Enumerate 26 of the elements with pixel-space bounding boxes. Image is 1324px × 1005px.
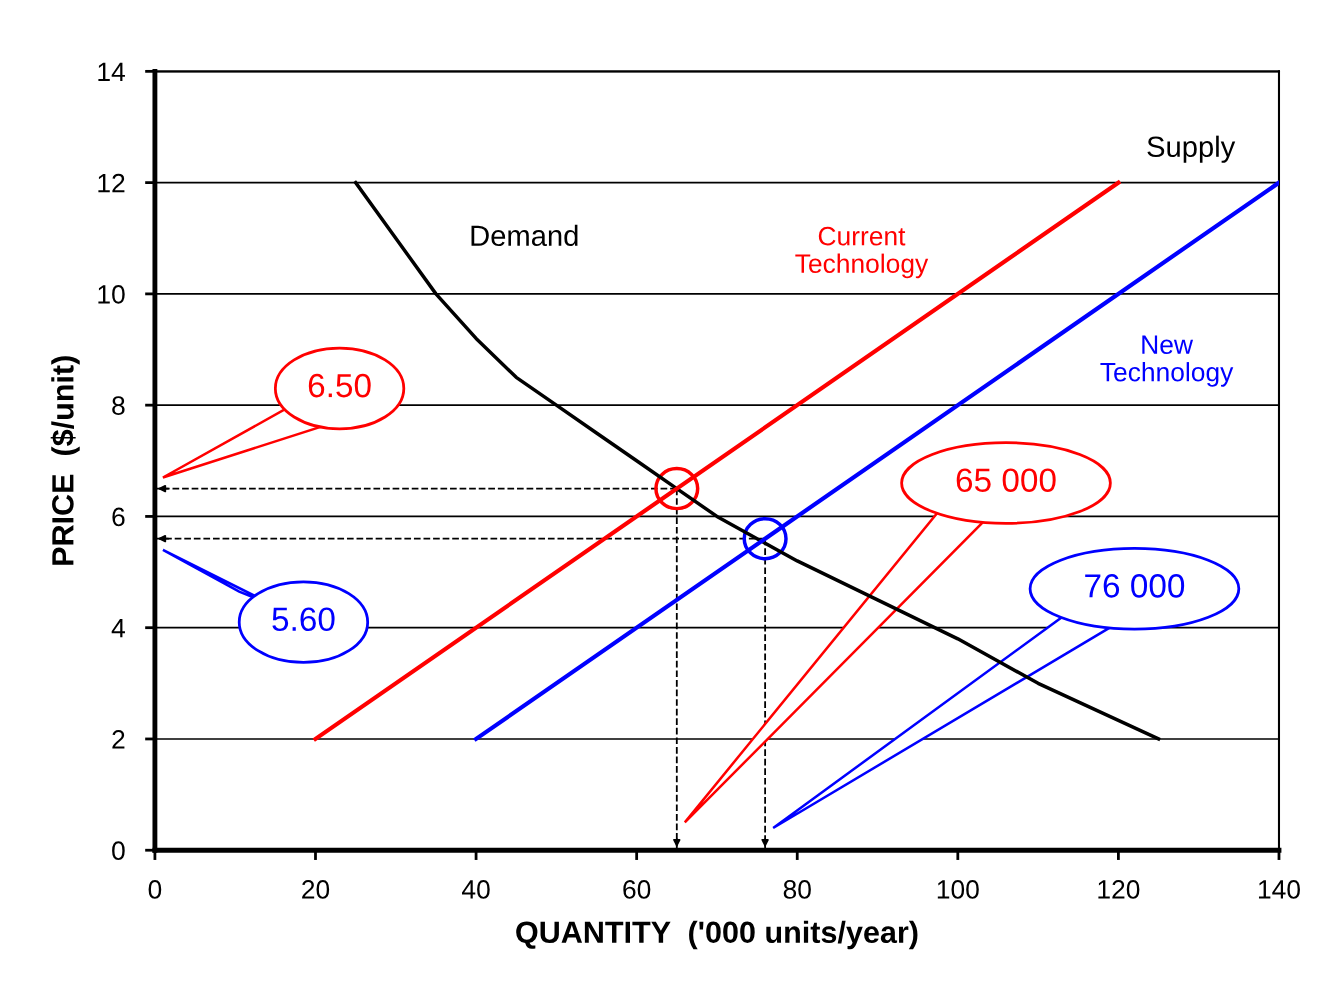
y-tick-label: 14: [98, 62, 125, 81]
x-tick-label: 80: [783, 880, 811, 899]
x-tick-label: 60: [623, 880, 651, 899]
y-axis-title: PRICE ($/unit): [50, 356, 80, 565]
x-axis-title: QUANTITY ('000 units/year): [516, 920, 918, 950]
annotation: 6.50: [308, 373, 371, 398]
x-tick-label: 100: [937, 880, 979, 899]
x-tick-label: 140: [1258, 880, 1300, 899]
y-tick-label: 6: [112, 507, 125, 527]
x-tick-label: 0: [148, 880, 162, 899]
annotation: Supply: [1147, 135, 1236, 163]
series-label: Current Technology: [795, 226, 929, 279]
x-tick-label: 120: [1098, 880, 1140, 899]
series-label: Demand: [471, 224, 578, 247]
annotation: 76 000: [1085, 574, 1185, 598]
annotation: 65 000: [956, 468, 1056, 492]
x-tick-label: 20: [302, 880, 330, 899]
y-tick-label: 12: [98, 173, 125, 193]
series-label: New Technology: [1100, 335, 1234, 387]
y-tick-label: 10: [98, 285, 125, 304]
y-tick-label: 0: [112, 841, 125, 861]
y-tick-label: 4: [111, 619, 125, 638]
annotation: 5.60: [272, 607, 335, 632]
y-tick-label: 8: [112, 396, 125, 415]
x-tick-label: 40: [462, 880, 490, 899]
y-tick-label: 2: [112, 730, 125, 749]
